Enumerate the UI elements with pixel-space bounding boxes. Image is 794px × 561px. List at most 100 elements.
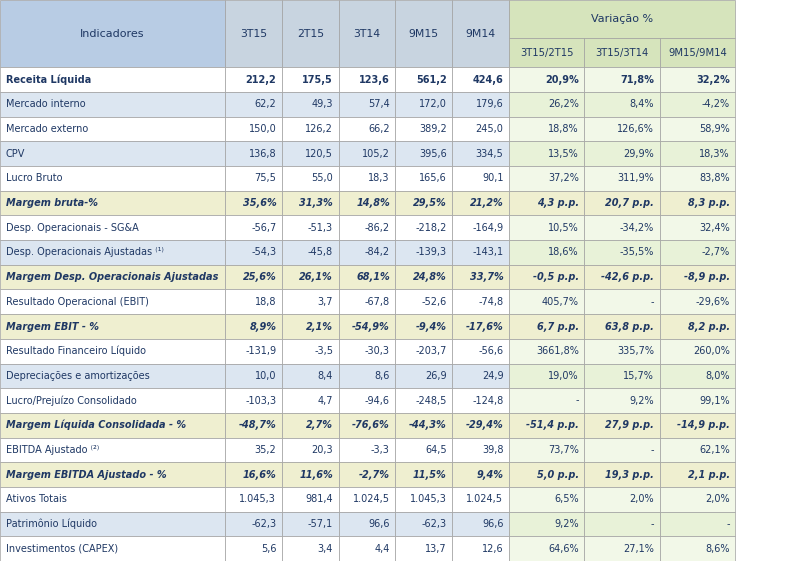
Text: Indicadores: Indicadores [80,29,145,39]
Text: 18,6%: 18,6% [548,247,579,257]
Bar [509,191,584,215]
Text: 8,9%: 8,9% [249,321,276,332]
Text: 4,4: 4,4 [375,544,390,554]
Bar [338,0,395,67]
Text: 14,8%: 14,8% [356,198,390,208]
Bar [509,117,584,141]
Bar [0,314,225,339]
Bar [282,166,338,191]
Text: 8,2 p.p.: 8,2 p.p. [688,321,730,332]
Text: -131,9: -131,9 [245,346,276,356]
Text: 1.024,5: 1.024,5 [466,494,503,504]
Text: 18,3: 18,3 [368,173,390,183]
Text: Margem EBITDA Ajustado - %: Margem EBITDA Ajustado - % [6,470,166,480]
Text: Mercado externo: Mercado externo [6,124,88,134]
Text: -62,3: -62,3 [422,519,446,529]
Bar [225,536,282,561]
Text: 64,5: 64,5 [425,445,446,455]
Text: 21,2%: 21,2% [469,198,503,208]
Text: EBITDA Ajustado ⁽²⁾: EBITDA Ajustado ⁽²⁾ [6,445,98,455]
Bar [225,512,282,536]
Text: 10,5%: 10,5% [548,223,579,233]
Bar [338,141,395,166]
Bar [509,215,584,240]
Text: 12,6: 12,6 [482,544,503,554]
Bar [453,536,509,561]
Text: Patrimônio Líquido: Patrimônio Líquido [6,519,97,529]
Bar [282,240,338,265]
Bar [225,92,282,117]
Bar [282,215,338,240]
Bar [453,67,509,92]
Text: 2,0%: 2,0% [630,494,654,504]
Bar [453,141,509,166]
Bar [584,314,660,339]
Bar [584,462,660,487]
Bar [282,536,338,561]
Text: -74,8: -74,8 [478,297,503,307]
Bar [338,462,395,487]
Bar [395,289,453,314]
Text: 8,4%: 8,4% [630,99,654,109]
Bar [282,67,338,92]
Bar [584,536,660,561]
Bar [338,438,395,462]
Bar [509,462,584,487]
Bar [453,117,509,141]
Bar [225,462,282,487]
Text: 1.024,5: 1.024,5 [353,494,390,504]
Bar [509,240,584,265]
Text: 2T15: 2T15 [297,29,324,39]
Text: 981,4: 981,4 [306,494,333,504]
Bar [0,388,225,413]
Text: 13,7: 13,7 [425,544,446,554]
Text: -57,1: -57,1 [308,519,333,529]
Bar [584,38,660,67]
Bar [0,141,225,166]
Bar [660,364,735,388]
Text: 27,9 p.p.: 27,9 p.p. [605,420,654,430]
Text: 39,8: 39,8 [482,445,503,455]
Bar [660,438,735,462]
Bar [225,0,282,67]
Bar [395,92,453,117]
Text: 335,7%: 335,7% [617,346,654,356]
Bar [660,240,735,265]
Text: 3,7: 3,7 [318,297,333,307]
Bar [282,92,338,117]
Bar [395,438,453,462]
Bar [584,339,660,364]
Text: -3,5: -3,5 [314,346,333,356]
Text: 24,9: 24,9 [482,371,503,381]
Text: 4,3 p.p.: 4,3 p.p. [537,198,579,208]
Bar [660,388,735,413]
Bar [0,265,225,289]
Text: -52,6: -52,6 [422,297,446,307]
Text: Resultado Financeiro Líquido: Resultado Financeiro Líquido [6,346,145,356]
Text: CPV: CPV [6,149,25,159]
Text: -84,2: -84,2 [364,247,390,257]
Text: 3T15: 3T15 [240,29,267,39]
Text: 27,1%: 27,1% [623,544,654,554]
Text: 66,2: 66,2 [368,124,390,134]
Bar [453,240,509,265]
Bar [225,166,282,191]
Text: 5,0 p.p.: 5,0 p.p. [537,470,579,480]
Text: -8,9 p.p.: -8,9 p.p. [684,272,730,282]
Bar [660,339,735,364]
Text: 32,2%: 32,2% [696,75,730,85]
Bar [660,141,735,166]
Bar [282,487,338,512]
Bar [453,314,509,339]
Text: 9M14: 9M14 [465,29,495,39]
Text: 11,6%: 11,6% [299,470,333,480]
Bar [0,240,225,265]
Bar [584,487,660,512]
Bar [338,289,395,314]
Text: 150,0: 150,0 [249,124,276,134]
Text: 32,4%: 32,4% [699,223,730,233]
Text: -44,3%: -44,3% [409,420,446,430]
Text: 3T14: 3T14 [353,29,380,39]
Bar [584,191,660,215]
Text: Receita Líquida: Receita Líquida [6,75,91,85]
